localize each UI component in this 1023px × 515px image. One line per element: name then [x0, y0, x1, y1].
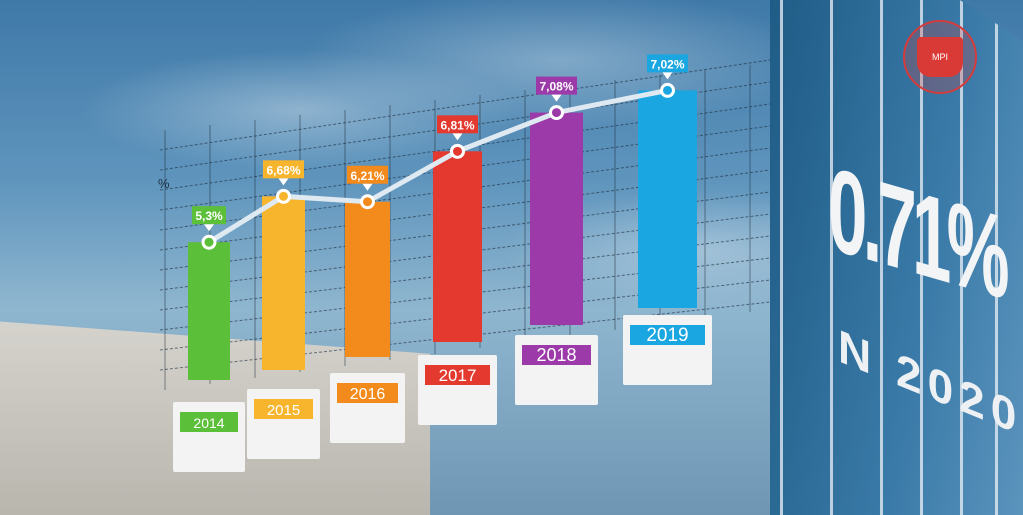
data-label: 5,3% — [195, 209, 223, 223]
bar-2015 — [262, 196, 305, 370]
trend-line — [207, 87, 668, 245]
bar-2014 — [188, 242, 230, 380]
data-point — [549, 105, 564, 121]
x-tick-label: 2017 — [439, 366, 477, 385]
data-label: 7,02% — [650, 57, 684, 71]
data-point — [450, 143, 465, 159]
year-card-band — [630, 325, 705, 345]
grid-line — [159, 81, 771, 171]
data-label-box — [437, 115, 478, 134]
data-label: 7,08% — [539, 80, 573, 94]
data-point — [276, 188, 291, 204]
data-label-pointer — [278, 178, 289, 186]
data-point — [201, 234, 217, 250]
ministry-logo: MPI — [903, 20, 977, 94]
data-point — [660, 82, 675, 98]
data-label-pointer — [551, 94, 562, 102]
x-tick-label: 2019 — [646, 325, 688, 346]
x-tick-label: 2014 — [193, 415, 224, 431]
x-tick-label: 2016 — [350, 386, 386, 403]
data-label-box — [647, 54, 688, 73]
bar-2017 — [433, 151, 482, 342]
data-label-box — [347, 165, 388, 184]
data-label: 6,68% — [266, 163, 300, 177]
year-card-band — [180, 412, 238, 432]
glass-tower — [770, 0, 1023, 515]
data-point — [360, 194, 375, 210]
data-label-pointer — [362, 183, 373, 191]
grid-line — [159, 103, 771, 191]
data-label-box — [192, 206, 226, 225]
data-label-box — [263, 160, 304, 179]
bar-2019 — [638, 90, 697, 308]
year-card-band — [425, 365, 490, 385]
y-axis-label: % — [158, 176, 170, 191]
data-label: 6,21% — [350, 169, 384, 183]
year-card-band — [337, 383, 398, 403]
data-label: 6,81% — [440, 118, 474, 132]
year-card-band — [254, 399, 313, 419]
bar-2018 — [530, 112, 583, 325]
year-card-band — [522, 345, 591, 365]
data-label-pointer — [662, 72, 673, 80]
data-label-box — [536, 76, 577, 95]
data-label-pointer — [452, 133, 463, 141]
data-label-pointer — [204, 224, 214, 232]
bar-2016 — [345, 201, 390, 357]
grid-line — [159, 59, 771, 151]
x-tick-label: 2018 — [536, 345, 576, 365]
x-tick-label: 2015 — [267, 402, 300, 419]
